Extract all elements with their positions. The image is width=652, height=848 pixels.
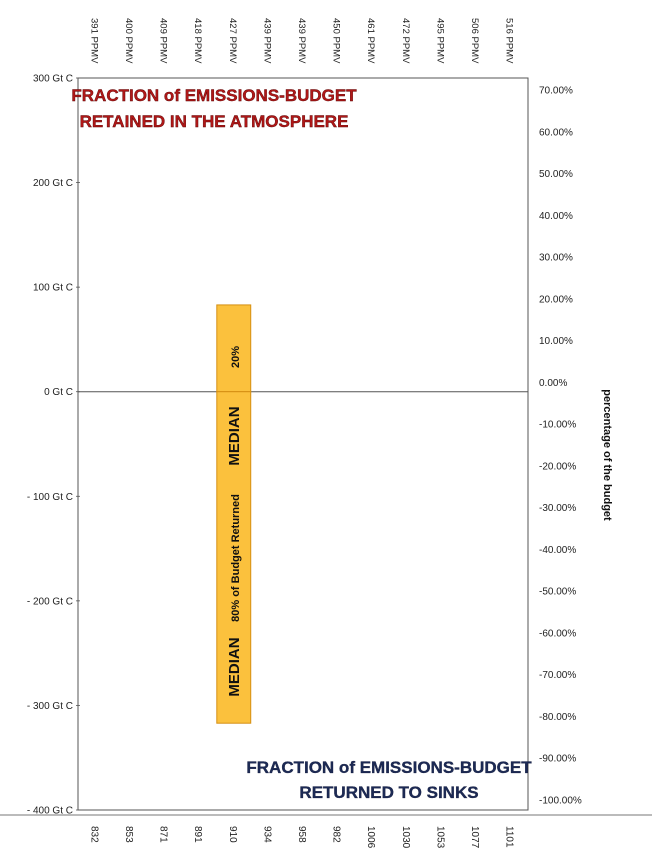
x-bottom-label: 871 bbox=[158, 826, 169, 843]
x-top-ppmv-label: 427 PPMV bbox=[227, 18, 238, 64]
plot-frame bbox=[77, 77, 529, 811]
y-right-tick-label: -50.00% bbox=[539, 587, 576, 598]
y-left-tick-label: - 200 Gt C bbox=[27, 596, 73, 607]
x-top-ppmv-label: 461 PPMV bbox=[365, 18, 376, 64]
x-top-ppmv-label: 391 PPMV bbox=[88, 18, 99, 64]
x-top-ppmv-label: 400 PPMV bbox=[123, 18, 134, 64]
y-right-tick-label: -40.00% bbox=[539, 545, 576, 556]
y-left-tick-label: - 400 Gt C bbox=[27, 806, 73, 817]
x-top-ppmv-label: 439 PPMV bbox=[296, 18, 307, 64]
bar-label-median-upper: MEDIAN bbox=[226, 406, 243, 465]
x-bottom-label: 1077 bbox=[469, 826, 480, 848]
y-right-axis-title: percentage of the budget bbox=[601, 389, 613, 521]
y-left-tick-label: 300 Gt C bbox=[33, 74, 73, 85]
y-left-tick-label: - 300 Gt C bbox=[27, 701, 73, 712]
x-bottom-label: 891 bbox=[192, 826, 203, 843]
x-bottom-label: 910 bbox=[227, 826, 238, 843]
y-right-tick-label: -100.00% bbox=[539, 796, 582, 807]
x-bottom-label: 934 bbox=[261, 826, 272, 843]
y-left-tick-label: 100 Gt C bbox=[33, 283, 73, 294]
x-top-ppmv-label: 516 PPMV bbox=[504, 18, 515, 64]
x-top-ppmv-label: 506 PPMV bbox=[469, 18, 480, 64]
y-right-tick-label: -90.00% bbox=[539, 754, 576, 765]
x-top-ppmv-label: 418 PPMV bbox=[192, 18, 203, 64]
bar-label-retained-pct: 20% bbox=[230, 346, 242, 368]
x-bottom-label: 1030 bbox=[400, 826, 411, 848]
x-bottom-label: 1053 bbox=[434, 826, 445, 848]
y-right-tick-label: 30.00% bbox=[539, 253, 573, 264]
title-retained-line2: RETAINED IN THE ATMOSPHERE bbox=[80, 112, 349, 131]
x-bottom-label: 958 bbox=[296, 826, 307, 843]
x-bottom-label: 853 bbox=[123, 826, 134, 843]
bar-label-median-lower: MEDIAN bbox=[226, 637, 243, 696]
y-right-tick-label: 50.00% bbox=[539, 169, 573, 180]
title-retained-line1: FRACTION of EMISSIONS-BUDGET bbox=[71, 86, 357, 105]
y-right-tick-label: -60.00% bbox=[539, 628, 576, 639]
bar-returned bbox=[216, 391, 252, 724]
title-returned-line2: RETURNED TO SINKS bbox=[299, 783, 478, 802]
x-bottom-label: 1101 bbox=[504, 826, 515, 848]
x-top-ppmv-label: 439 PPMV bbox=[261, 18, 272, 64]
y-right-tick-label: -30.00% bbox=[539, 503, 576, 514]
x-bottom-label: 982 bbox=[331, 826, 342, 843]
y-right-tick-label: 10.00% bbox=[539, 336, 573, 347]
y-right-tick-label: -70.00% bbox=[539, 670, 576, 681]
bar-retained bbox=[216, 304, 252, 393]
x-top-ppmv-label: 472 PPMV bbox=[400, 18, 411, 64]
y-right-tick-label: 0.00% bbox=[539, 378, 567, 389]
y-right-tick-label: 40.00% bbox=[539, 211, 573, 222]
y-right-tick-label: 20.00% bbox=[539, 294, 573, 305]
y-right-tick-label: -10.00% bbox=[539, 420, 576, 431]
x-bottom-label: 832 bbox=[88, 826, 99, 843]
y-left-tick-label: 200 Gt C bbox=[33, 178, 73, 189]
y-left-tick-label: 0 Gt C bbox=[44, 387, 73, 398]
y-left-tick-label: - 100 Gt C bbox=[27, 492, 73, 503]
x-bottom-label: 1006 bbox=[365, 826, 376, 848]
x-top-ppmv-label: 495 PPMV bbox=[434, 18, 445, 64]
y-right-tick-label: 70.00% bbox=[539, 86, 573, 97]
y-right-tick-label: -80.00% bbox=[539, 712, 576, 723]
y-right-tick-label: 60.00% bbox=[539, 127, 573, 138]
x-top-ppmv-label: 409 PPMV bbox=[158, 18, 169, 64]
y-right-tick-label: -20.00% bbox=[539, 461, 576, 472]
title-returned-line1: FRACTION of EMISSIONS-BUDGET bbox=[246, 758, 532, 777]
bar-label-returned: 80% of Budget Returned bbox=[230, 494, 242, 622]
x-top-ppmv-label: 450 PPMV bbox=[331, 18, 342, 64]
